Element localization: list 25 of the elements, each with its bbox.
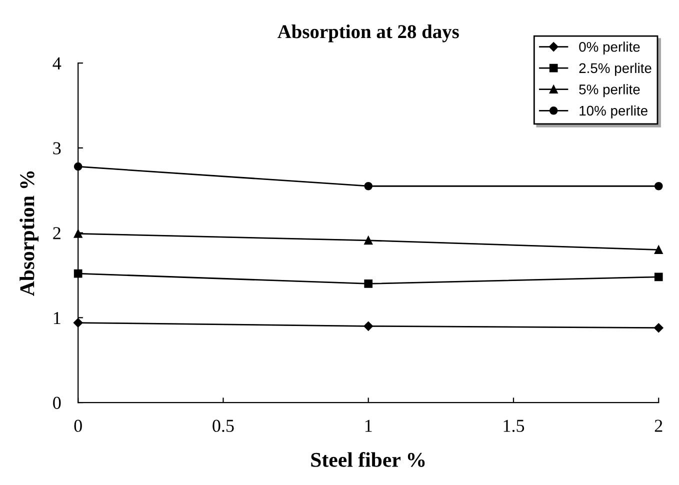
y-tick-label: 4 <box>52 57 62 70</box>
y-tick-label: 2 <box>53 227 60 240</box>
legend-label: 0% perlite <box>579 42 640 55</box>
x-tick-label: 0.5 <box>212 420 234 432</box>
point <box>654 182 663 190</box>
legend-label: 2.5% perlite <box>579 62 652 76</box>
x-tick-label: 2 <box>654 420 662 432</box>
x-axis-title: Steel fiber % <box>311 452 425 467</box>
legend-label: 10% perlite <box>580 105 648 118</box>
point <box>654 323 664 332</box>
point <box>654 246 663 254</box>
legend-label: 5% perlite <box>579 84 640 98</box>
x-tick-label: 0 <box>74 420 82 432</box>
chart-title: Absorption at 28 days <box>278 24 459 42</box>
x-tick-label: 1.5 <box>504 420 524 432</box>
y-axis-title: Absorption % <box>20 171 38 296</box>
x-tick-label: 1 <box>365 420 372 432</box>
y-tick-label: 0 <box>53 396 61 409</box>
point <box>364 322 373 331</box>
point <box>364 236 373 245</box>
point <box>364 280 373 288</box>
point <box>364 182 373 190</box>
y-tick-label: 1 <box>54 312 60 324</box>
point <box>654 272 663 282</box>
y-tick-label: 3 <box>53 142 61 154</box>
